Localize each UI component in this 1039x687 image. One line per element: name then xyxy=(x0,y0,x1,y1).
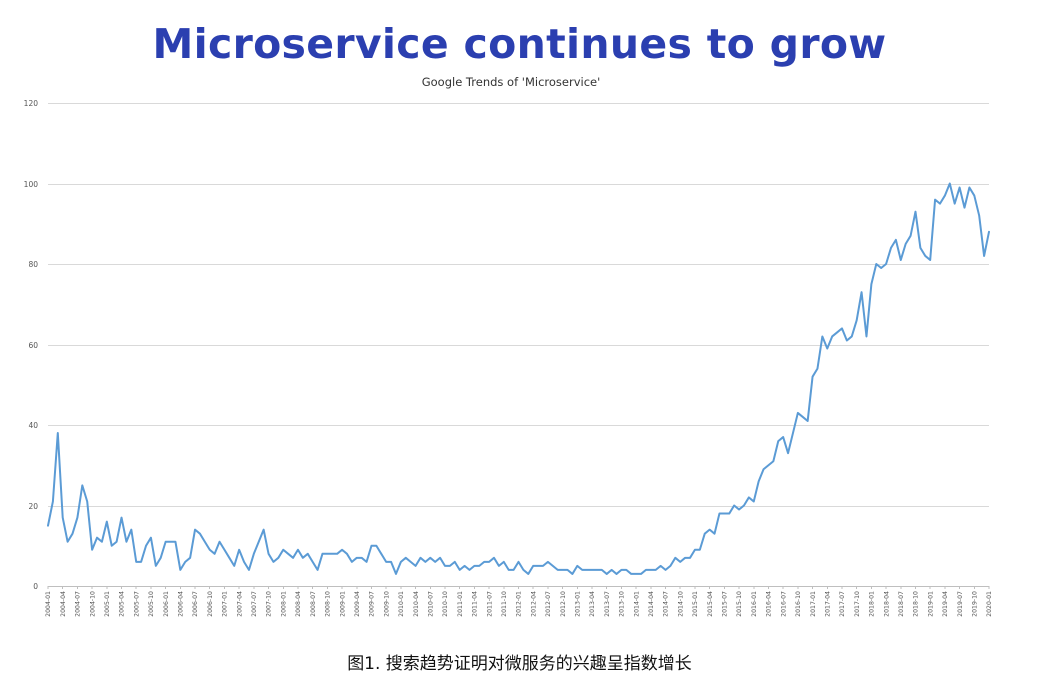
x-tick-label: 2005-04 xyxy=(119,591,126,617)
x-tick-label: 2015-04 xyxy=(707,591,714,617)
x-tick-label: 2010-10 xyxy=(442,591,449,617)
x-tick-label: 2018-04 xyxy=(883,591,890,617)
x-tick-label: 2011-07 xyxy=(486,591,493,617)
x-tick-label: 2009-04 xyxy=(354,591,361,617)
x-tick-label: 2014-01 xyxy=(633,591,640,617)
x-tick-label: 2004-10 xyxy=(89,591,96,617)
x-tick-label: 2008-10 xyxy=(325,591,332,617)
x-tick-label: 2015-07 xyxy=(722,591,729,617)
x-tick-label: 2007-01 xyxy=(222,591,229,617)
x-tick-label: 2011-04 xyxy=(472,591,479,617)
x-tick-label: 2008-07 xyxy=(310,591,317,617)
x-tick-label: 2008-04 xyxy=(295,591,302,617)
y-tick-label: 20 xyxy=(28,502,38,511)
y-tick-label: 80 xyxy=(28,260,38,269)
y-axis-ticks: 0 20 40 60 80 100 120 xyxy=(24,99,39,591)
x-tick-label: 2006-01 xyxy=(163,591,170,617)
x-tick-label: 2012-10 xyxy=(560,591,567,617)
x-tick-label: 2016-01 xyxy=(751,591,758,617)
series-line xyxy=(47,182,990,575)
x-tick-label: 2014-07 xyxy=(663,591,670,617)
x-tick-label: 2020-01 xyxy=(986,591,993,617)
x-tick-label: 2013-04 xyxy=(589,591,596,617)
headline-title: Microservice continues to grow xyxy=(152,20,887,68)
gridlines xyxy=(48,103,989,587)
x-tick-label: 2015-10 xyxy=(736,591,743,617)
trend-line-chart: Google Trends of 'Microservice' 0 20 40 60 8… xyxy=(24,75,994,617)
x-tick-label: 2017-07 xyxy=(839,591,846,617)
x-tick-label: 2007-07 xyxy=(251,591,258,617)
x-tick-label: 2016-10 xyxy=(795,591,802,617)
x-tick-label: 2004-01 xyxy=(45,591,52,617)
x-tick-label: 2004-07 xyxy=(75,591,82,617)
chart-title: Google Trends of 'Microservice' xyxy=(422,75,601,89)
x-tick-label: 2019-10 xyxy=(971,591,978,617)
x-tick-label: 2019-07 xyxy=(957,591,964,617)
x-tick-label: 2009-07 xyxy=(369,591,376,617)
series-layer xyxy=(47,182,990,575)
x-tick-label: 2013-10 xyxy=(619,591,626,617)
x-tick-label: 2010-01 xyxy=(398,591,405,617)
x-tick-label: 2018-10 xyxy=(913,591,920,617)
x-tick-label: 2006-10 xyxy=(207,591,214,617)
x-tick-label: 2004-04 xyxy=(60,591,67,617)
x-tick-label: 2016-07 xyxy=(780,591,787,617)
x-tick-label: 2006-07 xyxy=(192,591,199,617)
x-tick-label: 2010-04 xyxy=(413,591,420,617)
x-tick-label: 2017-01 xyxy=(810,591,817,617)
x-tick-label: 2019-01 xyxy=(927,591,934,617)
x-tick-label: 2009-10 xyxy=(383,591,390,617)
x-tick-label: 2007-04 xyxy=(236,591,243,617)
x-tick-label: 2011-01 xyxy=(457,591,464,617)
x-tick-label: 2014-10 xyxy=(677,591,684,617)
x-tick-label: 2017-04 xyxy=(824,591,831,617)
x-tick-label: 2018-01 xyxy=(869,591,876,617)
x-axis-ticks: 2004-01 2004-04 2004-07 2004-10 2005-01 2005-… xyxy=(45,586,993,617)
x-tick-label: 2005-10 xyxy=(148,591,155,617)
x-tick-label: 2012-01 xyxy=(516,591,523,617)
x-tick-label: 2011-10 xyxy=(501,591,508,617)
x-tick-label: 2018-07 xyxy=(898,591,905,617)
y-tick-label: 100 xyxy=(24,180,39,189)
x-tick-label: 2012-04 xyxy=(530,591,537,617)
x-tick-label: 2009-01 xyxy=(339,591,346,617)
x-tick-label: 2017-10 xyxy=(854,591,861,617)
figure-caption: 图1. 搜索趋势证明对微服务的兴趣呈指数增长 xyxy=(347,654,692,674)
x-tick-label: 2007-10 xyxy=(266,591,273,617)
x-tick-label: 2006-04 xyxy=(178,591,185,617)
x-tick-label: 2014-04 xyxy=(648,591,655,617)
x-tick-label: 2016-04 xyxy=(766,591,773,617)
x-tick-label: 2019-04 xyxy=(942,591,949,617)
y-tick-label: 40 xyxy=(28,421,38,430)
x-tick-label: 2012-07 xyxy=(545,591,552,617)
x-tick-label: 2013-07 xyxy=(604,591,611,617)
x-tick-label: 2015-01 xyxy=(692,591,699,617)
y-tick-label: 120 xyxy=(24,99,39,108)
x-tick-label: 2008-01 xyxy=(280,591,287,617)
y-tick-label: 0 xyxy=(33,582,38,591)
x-tick-label: 2005-01 xyxy=(104,591,111,617)
x-tick-label: 2005-07 xyxy=(133,591,140,617)
x-tick-label: 2010-07 xyxy=(427,591,434,617)
x-tick-label: 2013-01 xyxy=(575,591,582,617)
y-tick-label: 60 xyxy=(28,341,38,350)
